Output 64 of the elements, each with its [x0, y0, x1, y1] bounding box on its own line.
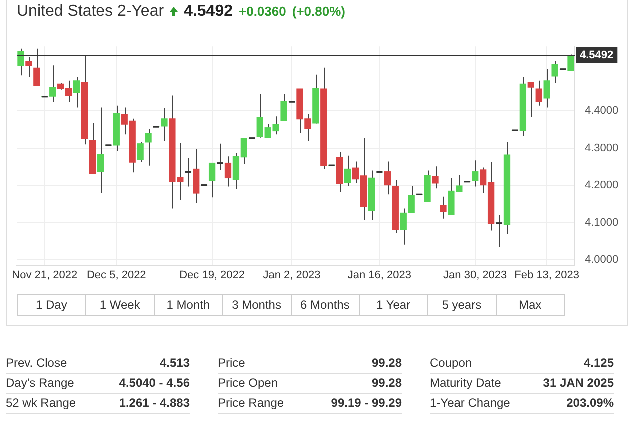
candlestick [536, 80, 542, 106]
text: 1 Day [18, 295, 86, 315]
text: Price Range [218, 396, 284, 410]
candlestick [472, 160, 479, 188]
text: 1 Year [360, 295, 428, 315]
text: 99.19 - 99.29 [331, 396, 402, 410]
candlestick [73, 77, 80, 108]
candlestick [528, 82, 534, 118]
candlestick [432, 166, 439, 190]
candlestick [440, 196, 447, 220]
text: +0.0360 [239, 4, 286, 19]
text: Day's Range [6, 376, 74, 390]
text: 4.513 [160, 356, 190, 370]
text: 3 Months [223, 295, 292, 315]
text: Maturity Date [430, 376, 502, 390]
text: Price [218, 356, 246, 370]
x-tick-label: Dec 19, 2022 [180, 269, 246, 282]
x-tick-label: Feb 13, 2023 [514, 269, 580, 282]
text: 99.28 [372, 356, 402, 370]
y-tick-label: 4.3000 [585, 142, 619, 154]
text: 31 JAN 2025 [543, 376, 614, 390]
text: (+0.80%) [292, 4, 346, 19]
text: 1 Week [86, 295, 155, 315]
candlestick [97, 107, 104, 194]
text: 99.28 [372, 376, 402, 390]
candlestick [18, 48, 24, 76]
candlestick [26, 56, 32, 78]
text: 4.125 [584, 356, 614, 370]
y-tick-label: 4.1000 [585, 216, 619, 229]
text: 1 Month [154, 295, 224, 315]
candlestick [544, 68, 550, 108]
text: Prev. Close [6, 356, 68, 370]
text: 1-Year Change [430, 396, 510, 410]
text: 203.09% [566, 396, 614, 410]
y-tick-label: 4.0000 [585, 254, 619, 266]
candlestick [137, 142, 144, 164]
text: 1.261 - 4.883 [119, 396, 190, 410]
text: 52 wk Range [6, 396, 76, 410]
candlestick [50, 65, 56, 104]
chart-title: United States 2-Year [17, 3, 164, 21]
text: 4.5492 [184, 3, 233, 21]
text: 5 years [428, 295, 497, 315]
ref-line-label: 4.5492 [580, 50, 614, 62]
candlestick [400, 208, 407, 246]
candlestick [208, 162, 216, 198]
candlestick [34, 48, 40, 86]
candlestick [224, 156, 232, 188]
y-tick-label: 4.4000 [585, 105, 619, 118]
x-tick-label: Nov 21, 2022 [12, 269, 78, 282]
x-tick-label: Jan 30, 2023 [444, 269, 508, 282]
y-tick-label: 4.2000 [585, 180, 619, 192]
text: 6 Months [292, 295, 360, 315]
candlestick [408, 186, 415, 214]
text: Price Open [218, 376, 278, 390]
candlestick [145, 128, 152, 166]
candlestick [384, 161, 391, 196]
x-tick-label: Dec 5, 2022 [86, 269, 146, 282]
candlestick [161, 108, 168, 142]
x-tick-label: Jan 16, 2023 [348, 269, 412, 282]
candlestick [344, 155, 352, 187]
text: 4.5040 - 4.56 [119, 376, 190, 390]
x-tick-label: Jan 2, 2023 [263, 269, 321, 282]
text: Coupon [430, 356, 472, 370]
text: Max [518, 297, 543, 314]
